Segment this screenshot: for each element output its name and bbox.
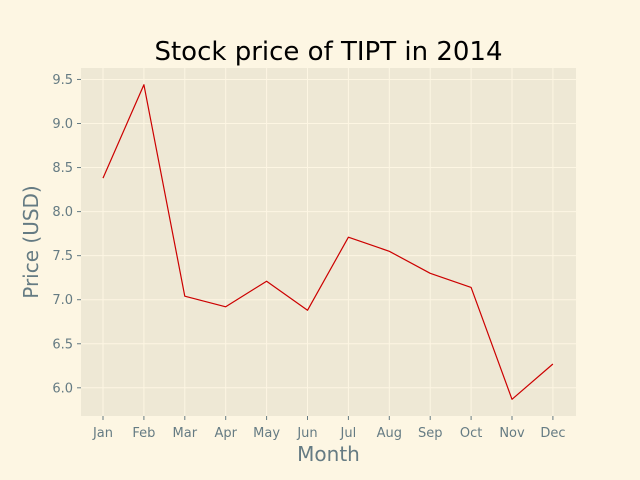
x-tick-label: Nov <box>499 426 525 441</box>
y-tick-label: 7.0 <box>52 293 73 308</box>
x-tick-label: Mar <box>173 426 198 441</box>
x-tick-label: May <box>253 426 280 441</box>
grid <box>81 68 576 416</box>
y-tick-label: 7.5 <box>52 249 73 264</box>
y-tick-label: 6.0 <box>52 381 73 396</box>
x-tick-label: Feb <box>132 426 155 441</box>
x-tick-label: Oct <box>460 426 482 441</box>
y-tick-label: 9.0 <box>52 117 73 132</box>
ticks: 6.0 6.5 7.0 7.5 8.0 8.5 9.0 9.5 Jan Feb Mar Apr May J… <box>52 73 565 441</box>
series-layer <box>102 84 554 400</box>
y-tick-label: 8.0 <box>52 205 73 220</box>
x-tick-label: Jul <box>340 426 357 441</box>
y-tick-label: 8.5 <box>52 161 73 176</box>
plot-area <box>81 68 576 416</box>
y-tick-label: 6.5 <box>52 337 73 352</box>
x-tick-label: Sep <box>418 426 443 441</box>
series-line <box>102 84 554 400</box>
x-axis-label: Month <box>297 442 360 466</box>
x-tick-label: Apr <box>214 426 237 441</box>
y-axis-label: Price (USD) <box>19 185 43 299</box>
x-tick-label: Dec <box>540 426 565 441</box>
x-tick-label: Jun <box>296 426 317 441</box>
x-tick-label: Aug <box>377 426 402 441</box>
x-tick-label: Jan <box>92 426 113 441</box>
y-tick-label: 9.5 <box>52 73 73 88</box>
chart-title: Stock price of TIPT in 2014 <box>154 37 502 67</box>
